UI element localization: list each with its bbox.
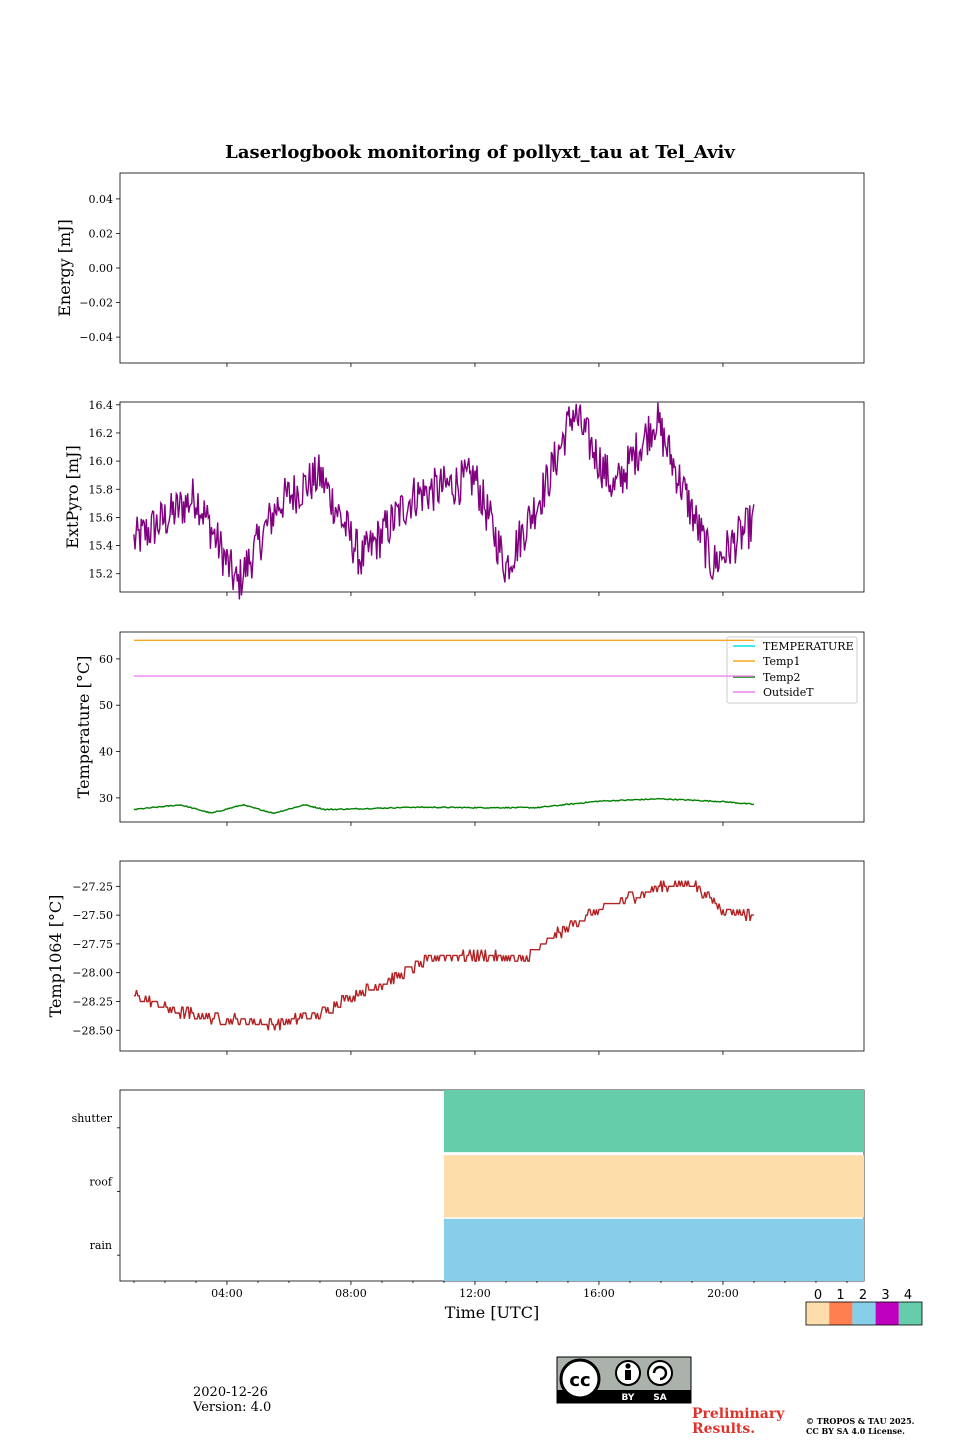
- y-tick-label: 60: [99, 653, 113, 666]
- y-tick-label: 15.2: [89, 568, 114, 581]
- colorbar-cell-4: [898, 1302, 922, 1325]
- copyright-line-1: © TROPOS & TAU 2025.: [806, 1416, 915, 1426]
- energy-ylabel: Energy [mJ]: [55, 219, 74, 317]
- legend-label-temperature: TEMPERATURE: [763, 640, 854, 653]
- status-row-label: rain: [90, 1239, 112, 1252]
- temperature-legend: TEMPERATURE Temp1 Temp2 OutsideT: [726, 636, 858, 704]
- license-by-label: BY: [622, 1393, 635, 1403]
- y-tick-label: 16.2: [89, 427, 114, 440]
- y-tick-label: −0.04: [79, 331, 113, 344]
- status-row-label: shutter: [72, 1112, 113, 1125]
- y-tick-label: 16.4: [89, 399, 114, 412]
- y-tick-label: −28.25: [72, 995, 113, 1008]
- y-tick-label: −28.50: [72, 1024, 113, 1037]
- temperature-panel: Temperature [°C] TEMPERATURE Temp1 Temp2…: [74, 631, 865, 826]
- svg-text:cc: cc: [569, 1370, 590, 1391]
- colorbar-cell-0: [806, 1302, 830, 1325]
- y-tick-label: 15.8: [89, 483, 114, 496]
- figure-title: Laserlogbook monitoring of pollyxt_tau a…: [225, 142, 735, 163]
- colorbar-tick-label: 4: [904, 1288, 912, 1303]
- sa-icon: [647, 1360, 673, 1386]
- colorbar-tick-label: 1: [836, 1288, 844, 1303]
- temp1064-ylabel: Temp1064 [°C]: [46, 895, 65, 1018]
- x-tick-label: 16:00: [583, 1287, 615, 1300]
- x-tick-label: 04:00: [211, 1287, 243, 1300]
- series-line-data: [133, 402, 755, 600]
- energy-axes-frame: [119, 172, 865, 364]
- extpyro-axes-frame: [119, 401, 865, 593]
- y-tick-label: 15.6: [89, 511, 114, 524]
- legend-box: [726, 636, 858, 704]
- colorbar-tick-label: 0: [814, 1288, 822, 1303]
- colorbar-tick-label: 3: [881, 1288, 889, 1303]
- extpyro-panel: ExtPyro [mJ] 16.4 16.2 16.0 15.8 15.6 15.4 15.…: [63, 399, 865, 600]
- cc-license-badge: cc BY SA: [556, 1356, 692, 1404]
- series-line-temp2: [133, 797, 755, 815]
- temp1064-axes-frame: [119, 860, 865, 1052]
- temperature-axes-frame: [119, 631, 865, 823]
- colorbar-tick-label: 2: [859, 1288, 867, 1303]
- y-tick-label: −27.25: [72, 880, 113, 893]
- y-tick-label: 16.0: [89, 455, 114, 468]
- x-axis-label: Time [UTC]: [445, 1303, 539, 1322]
- temp1064-panel: Temp1064 [°C] −27.25 −27.50 −27.75 −28.00 −2…: [46, 860, 865, 1055]
- y-tick-label: −27.50: [72, 909, 113, 922]
- license-sa-label: SA: [653, 1393, 666, 1403]
- y-tick-label: 40: [99, 746, 113, 759]
- status-cell-rain: [443, 1218, 864, 1281]
- x-tick-label: 08:00: [335, 1287, 367, 1300]
- extpyro-ylabel: ExtPyro [mJ]: [63, 445, 82, 548]
- preliminary-results-label: Preliminary Results.: [692, 1406, 789, 1437]
- y-tick-label: −28.00: [72, 967, 113, 980]
- footer-version: Version: 4.0: [192, 1400, 271, 1415]
- copyright-line-2: CC BY SA 4.0 License.: [806, 1426, 905, 1436]
- x-tick-label: 20:00: [707, 1287, 739, 1300]
- y-tick-label: 0.02: [89, 227, 114, 240]
- y-tick-label: −0.02: [79, 297, 113, 310]
- y-tick-label: −27.75: [72, 938, 113, 951]
- colorbar-cell-3: [875, 1302, 899, 1325]
- colorbar-cell-2: [852, 1302, 876, 1325]
- legend-label-temp2: Temp2: [763, 671, 800, 684]
- y-tick-label: 30: [99, 792, 113, 805]
- temperature-ylabel: Temperature [°C]: [74, 656, 93, 799]
- energy-panel: Energy [mJ] 0.04 0.02 0.00 −0.04 −0.02: [55, 172, 865, 367]
- x-tick-label: 12:00: [459, 1287, 491, 1300]
- status-cell-roof: [443, 1155, 864, 1218]
- colorbar-cell-1: [829, 1302, 853, 1325]
- y-tick-label: 0.00: [89, 262, 114, 275]
- cc-icon: [559, 1358, 601, 1400]
- status-cell-shutter: [443, 1090, 864, 1153]
- footer-date: 2020-12-26: [193, 1385, 268, 1400]
- legend-label-temp1: Temp1: [763, 655, 800, 668]
- y-tick-label: 50: [99, 699, 113, 712]
- series-line-data: [133, 880, 754, 1031]
- y-tick-label: 0.04: [89, 193, 114, 206]
- colorbar-frame: [805, 1301, 923, 1326]
- status-panel: shutter roof rain 04:00 08:00 12:00 16:00 20:00: [72, 1089, 865, 1300]
- footer: 2020-12-26 Version: 4.0 cc BY SA Prelimi…: [192, 1356, 915, 1437]
- legend-label-outsidet: OutsideT: [763, 686, 814, 699]
- y-tick-label: 15.4: [89, 540, 114, 553]
- status-row-label: roof: [89, 1176, 113, 1189]
